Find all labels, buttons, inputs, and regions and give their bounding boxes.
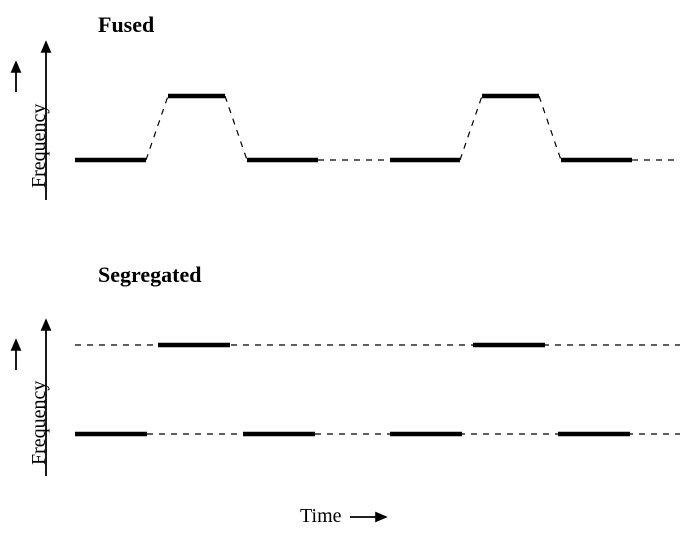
fused-ramp [225, 96, 247, 160]
fused-ramp [146, 96, 168, 160]
fused-ramp [460, 96, 482, 160]
fused-panel [75, 96, 680, 160]
figure-svg [0, 0, 690, 533]
fused-ramp [539, 96, 561, 160]
segregated-panel [75, 345, 680, 434]
figure-root: Fused Segregated Frequency Frequency Tim… [0, 0, 690, 533]
